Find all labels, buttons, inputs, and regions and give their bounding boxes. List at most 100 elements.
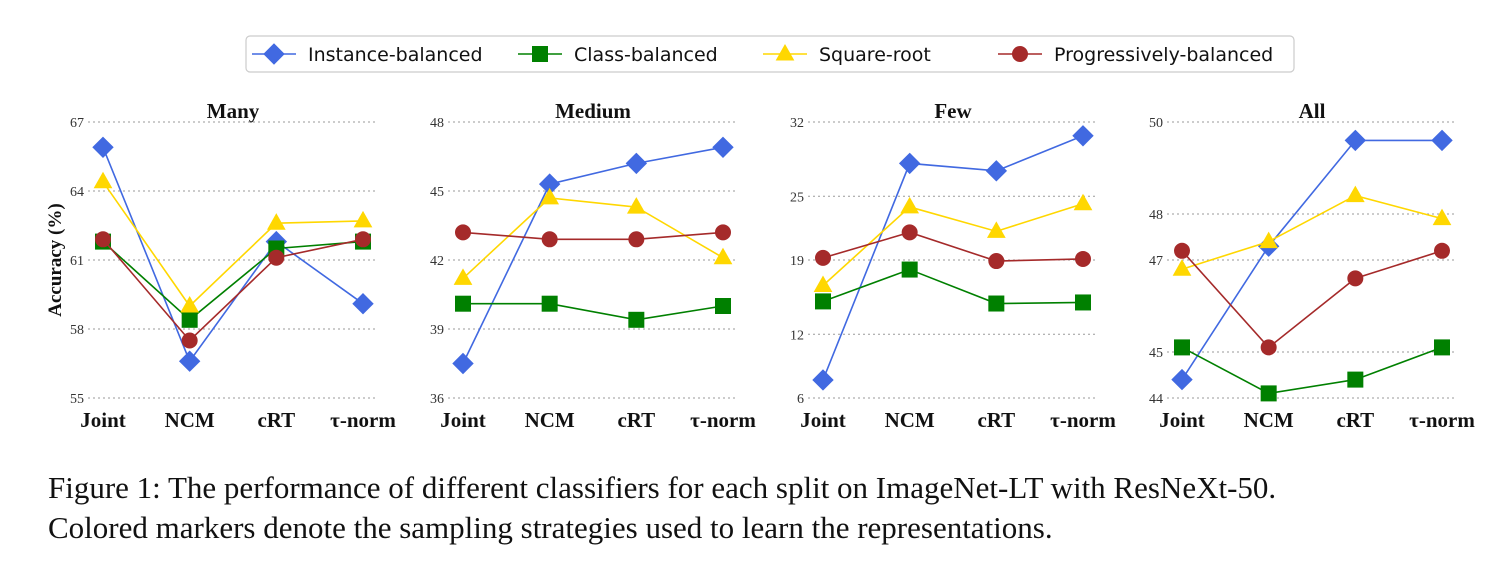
series-class-balanced	[815, 261, 1091, 312]
data-point	[266, 213, 286, 230]
data-point	[1075, 294, 1091, 311]
legend-label: Square-root	[819, 44, 931, 66]
data-point	[1347, 270, 1364, 287]
data-point	[353, 210, 373, 228]
data-point	[628, 311, 645, 328]
data-point	[812, 369, 834, 391]
x-tick-label: Joint	[1159, 408, 1205, 432]
series-line	[1181, 346, 1443, 395]
data-point	[1432, 208, 1452, 226]
y-tick-label: 19	[790, 254, 804, 269]
x-tick-label: Joint	[80, 408, 126, 432]
series-instance-balanced	[452, 136, 734, 375]
data-point	[815, 293, 831, 310]
y-tick-label: 42	[430, 254, 444, 269]
y-tick-label: 44	[1149, 392, 1163, 407]
data-point	[625, 152, 648, 175]
legend-entry-class-balanced: Class-balanced	[518, 44, 718, 66]
series-square-root	[93, 171, 373, 313]
series-line	[462, 146, 724, 364]
series-instance-balanced	[812, 125, 1094, 391]
data-point	[92, 136, 114, 159]
legend-marker	[775, 43, 795, 61]
x-tick-label: cRT	[1336, 408, 1374, 432]
series-line	[822, 135, 1084, 381]
series-line	[822, 202, 1084, 287]
series-line	[462, 197, 724, 279]
series-line	[463, 302, 724, 321]
y-tick-label: 58	[70, 323, 84, 338]
panel-all: All 44 45 47 48 50 Joint NCM cRT τ-norm	[1149, 99, 1475, 432]
data-point	[93, 171, 113, 189]
data-point	[455, 295, 471, 312]
data-point	[900, 196, 920, 214]
series-progressively-balanced	[1174, 242, 1450, 356]
series-instance-balanced	[92, 136, 374, 372]
data-point	[988, 295, 1005, 312]
panel-few: Few 6 12 19 25 32 Joint NCM cRT τ-norm	[790, 99, 1116, 432]
legend-entry-instance-balanced: Instance-balanced	[252, 43, 483, 66]
legend-marker	[532, 46, 548, 62]
data-point	[1260, 385, 1277, 402]
legend-marker	[1012, 46, 1028, 62]
data-point	[541, 295, 558, 312]
legend-entry-square-root: Square-root	[763, 43, 931, 66]
data-point	[813, 275, 833, 292]
y-tick-label: 48	[1149, 208, 1163, 223]
data-point	[452, 352, 474, 375]
y-tick-label: 61	[70, 254, 84, 269]
data-point	[985, 160, 1008, 182]
y-tick-label: 47	[1149, 254, 1163, 269]
data-point	[1434, 339, 1450, 356]
series-line	[1181, 139, 1442, 381]
data-point	[1347, 371, 1364, 388]
data-point	[626, 197, 646, 214]
series-class-balanced	[1174, 339, 1450, 402]
panel-medium: Medium 36 39 42 45 48 Joint NCM cRT τ-norm	[430, 99, 756, 432]
series-line	[822, 231, 1084, 262]
data-point	[268, 249, 285, 266]
figure-caption: Figure 1: The performance of different c…	[48, 468, 1468, 548]
legend-label: Progressively-balanced	[1054, 44, 1273, 66]
data-point	[628, 231, 645, 248]
series-class-balanced	[455, 295, 731, 328]
data-point	[181, 311, 198, 328]
series-progressively-balanced	[95, 231, 371, 349]
chart-panels: Many 55 58 61 64 67 Accuracy (%) Joint NCM cRT τ-n…	[45, 99, 1475, 432]
data-point	[1431, 129, 1453, 152]
data-point	[1072, 125, 1094, 147]
y-tick-label: 36	[430, 392, 444, 407]
y-tick-label: 6	[797, 392, 804, 407]
data-point	[1344, 129, 1367, 152]
caption-line-2: Colored markers denote the sampling stra…	[48, 510, 1053, 545]
data-point	[815, 249, 831, 266]
series-square-root	[1172, 185, 1452, 276]
series-class-balanced	[95, 233, 371, 328]
series-line	[102, 238, 364, 342]
x-tick-label: τ-norm	[1409, 408, 1475, 432]
x-tick-label: τ-norm	[690, 408, 756, 432]
series-line	[102, 181, 364, 308]
series-progressively-balanced	[455, 224, 731, 248]
x-tick-label: NCM	[1244, 408, 1294, 432]
y-tick-label: 32	[790, 116, 804, 131]
legend-label: Instance-balanced	[308, 44, 483, 66]
data-point	[355, 231, 371, 248]
y-tick-label: 50	[1149, 116, 1163, 131]
y-axis-label: Accuracy (%)	[45, 203, 66, 316]
data-point	[1259, 231, 1279, 249]
y-tick-label: 55	[70, 392, 84, 407]
data-point	[1174, 339, 1190, 356]
legend-marker	[263, 43, 285, 65]
x-tick-label: cRT	[257, 408, 295, 432]
panel-title: Many	[207, 99, 260, 123]
series-line	[102, 240, 364, 321]
x-tick-label: cRT	[617, 408, 655, 432]
x-tick-label: NCM	[525, 408, 575, 432]
panel-title: Medium	[555, 99, 631, 123]
y-tick-label: 48	[430, 116, 444, 131]
data-point	[455, 224, 471, 241]
data-point	[1073, 193, 1093, 211]
x-tick-label: Joint	[800, 408, 846, 432]
series-progressively-balanced	[815, 224, 1091, 270]
